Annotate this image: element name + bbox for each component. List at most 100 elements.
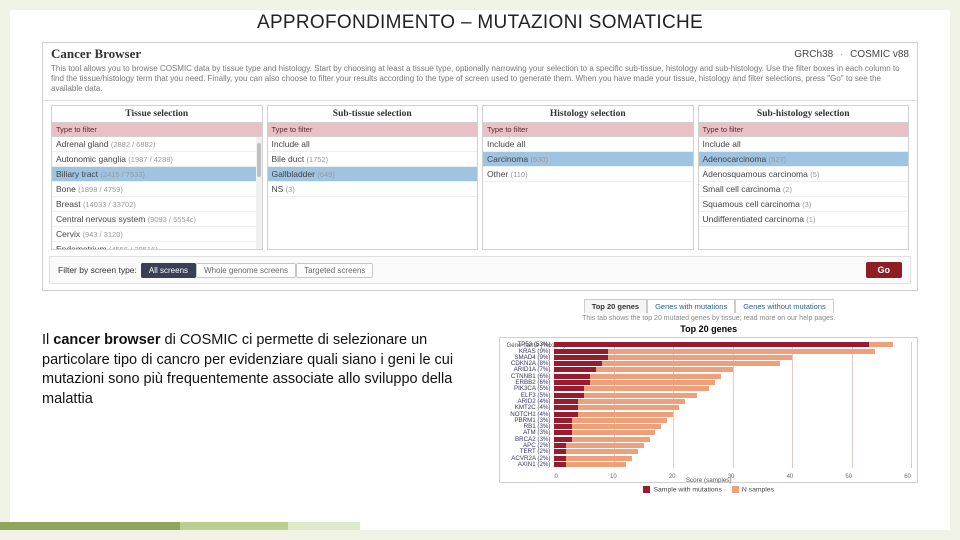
chart-bar-row: AXIN1 (2%): [554, 462, 911, 468]
chart-bar-mut: [554, 349, 607, 354]
chart-bar-row: ATM (3%): [554, 430, 911, 436]
chart-bar-mut: [554, 361, 602, 366]
list-item[interactable]: Cervix (943 / 3120): [52, 227, 262, 242]
list-item[interactable]: Adenosquamous carcinoma (5): [699, 167, 909, 182]
chart-bar-samples: [554, 449, 637, 454]
panel-heading: Sub-tissue selection: [268, 106, 478, 123]
chart-bar-mut: [554, 456, 566, 461]
panel-heading: Tissue selection: [52, 106, 262, 123]
chart-bar-row: TERT (2%): [554, 449, 911, 455]
desc-bold: cancer browser: [53, 332, 160, 348]
chart-bar-mut: [554, 443, 566, 448]
chart-tabs-caption: This tab shows the top 20 mutated genes …: [499, 315, 918, 322]
screen-filter-bar: Filter by screen type: All screensWhole …: [49, 256, 911, 284]
chart-tab[interactable]: Top 20 genes: [584, 299, 647, 313]
chart-bar-row: BRCA2 (3%): [554, 437, 911, 443]
chart-tab[interactable]: Genes without mutations: [735, 299, 834, 313]
slide-description: Il cancer browser di COSMIC ci permette …: [42, 299, 481, 493]
list-item[interactable]: Gallbladder (649): [268, 167, 478, 182]
panel-heading: Sub-histology selection: [699, 106, 909, 123]
screen-filter-option[interactable]: All screens: [141, 263, 196, 278]
browser-intro-text: This tool allows you to browse COSMIC da…: [43, 62, 917, 101]
chart-bar-mut: [554, 342, 869, 347]
chart-bar-label: AXIN1 (2%): [518, 461, 555, 468]
chart-bar-row: ARID1A (7%): [554, 367, 911, 373]
chart-bar-mut: [554, 386, 584, 391]
selection-panels: Tissue selectionType to filterAdrenal gl…: [43, 101, 917, 250]
selection-panel: Sub-histology selectionType to filterInc…: [698, 105, 910, 250]
chart-bar-row: ERBB2 (6%): [554, 380, 911, 386]
browser-meta: GRCh38 · COSMIC v88: [794, 49, 909, 60]
screen-filter-option[interactable]: Whole genome screens: [196, 263, 296, 278]
dot-separator: ·: [836, 49, 847, 60]
chart-x-title: Score (samples): [500, 477, 917, 484]
legend-label-mut: Sample with mutations: [653, 486, 721, 493]
legend-label-samples: N samples: [742, 486, 774, 493]
chart-bar-mut: [554, 405, 578, 410]
chart-bar-row: CTNNB1 (6%): [554, 374, 911, 380]
chart-bar-samples: [554, 443, 643, 448]
list-item[interactable]: Breast (14033 / 33702): [52, 197, 262, 212]
selection-panel: Histology selectionType to filterInclude…: [482, 105, 694, 250]
chart-bar-mut: [554, 424, 572, 429]
chart-bar-mut: [554, 367, 596, 372]
panel-list: Adrenal gland (2882 / 6882)Autonomic gan…: [52, 137, 262, 249]
chart-bar-mut: [554, 437, 572, 442]
cancer-browser-screenshot: Cancer Browser GRCh38 · COSMIC v88 This …: [42, 42, 918, 291]
selection-panel: Tissue selectionType to filterAdrenal gl…: [51, 105, 263, 250]
chart-tab[interactable]: Genes with mutations: [647, 299, 735, 313]
chart-legend: Sample with mutations N samples: [499, 486, 918, 493]
panel-list: Include all Carcinoma (530)Other (110): [483, 137, 693, 182]
list-item[interactable]: Squamous cell carcinoma (3): [699, 197, 909, 212]
list-item[interactable]: Other (110): [483, 167, 693, 182]
browser-title: Cancer Browser: [51, 46, 141, 62]
list-item[interactable]: Adenocarcinoma (527): [699, 152, 909, 167]
build-label: GRCh38: [794, 49, 833, 60]
chart-grid: TP53 (53%)KRAS (9%)SMAD4 (9%)CDKN2A (8%)…: [554, 342, 911, 468]
chart-bar-mut: [554, 374, 590, 379]
list-item[interactable]: NS (3): [268, 182, 478, 197]
list-item[interactable]: Small cell carcinoma (2): [699, 182, 909, 197]
chart-bar-row: ELF3 (5%): [554, 392, 911, 398]
panel-list: Include all Bile duct (1752)Gallbladder …: [268, 137, 478, 197]
list-item[interactable]: Undifferentiated carcinoma (1): [699, 212, 909, 227]
panel-filter-input[interactable]: Type to filter: [483, 123, 693, 137]
list-item[interactable]: Adrenal gland (2882 / 6882): [52, 137, 262, 152]
chart-bar-row: CDKN2A (8%): [554, 361, 911, 367]
legend-swatch-samples: [732, 486, 739, 493]
chart-bar-mut: [554, 430, 572, 435]
chart-bar-row: NOTCH1 (4%): [554, 411, 911, 417]
chart-bar-mut: [554, 380, 590, 385]
list-item[interactable]: Biliary tract (2415 / 7533): [52, 167, 262, 182]
list-item[interactable]: Bile duct (1752): [268, 152, 478, 167]
chart-bar-row: KMT2C (4%): [554, 405, 911, 411]
chart-bar-mut: [554, 412, 578, 417]
chart-bar-row: SMAD4 (9%): [554, 355, 911, 361]
screen-filter-label: Filter by screen type:: [58, 265, 137, 275]
chart-bar-mut: [554, 449, 566, 454]
list-item[interactable]: Bone (1898 / 4759): [52, 182, 262, 197]
list-item[interactable]: Include all: [699, 137, 909, 152]
list-item[interactable]: Autonomic ganglia (1987 / 4288): [52, 152, 262, 167]
selection-panel: Sub-tissue selectionType to filterInclud…: [267, 105, 479, 250]
list-item[interactable]: Endometrium (4556 / 20516): [52, 242, 262, 249]
scrollbar[interactable]: [256, 137, 262, 249]
chart-bar-row: ACVR2A (2%): [554, 455, 911, 461]
chart-bar-mut: [554, 399, 578, 404]
panel-filter-input[interactable]: Type to filter: [52, 123, 262, 137]
chart-bar-row: TP53 (53%): [554, 342, 911, 348]
legend-swatch-mut: [643, 486, 650, 493]
list-item[interactable]: Carcinoma (530): [483, 152, 693, 167]
list-item[interactable]: Include all: [268, 137, 478, 152]
chart-title: Top 20 genes: [499, 324, 918, 334]
chart-bar-row: RB1 (3%): [554, 424, 911, 430]
list-item[interactable]: Include all: [483, 137, 693, 152]
panel-list: Include all Adenocarcinoma (527)Adenosqu…: [699, 137, 909, 227]
list-item[interactable]: Central nervous system (9093 / 5554c): [52, 212, 262, 227]
screen-filter-option[interactable]: Targeted screens: [296, 263, 373, 278]
chart-bar-mut: [554, 462, 566, 467]
panel-filter-input[interactable]: Type to filter: [268, 123, 478, 137]
panel-filter-input[interactable]: Type to filter: [699, 123, 909, 137]
go-button[interactable]: Go: [866, 262, 903, 278]
top-genes-chart: Gene name (%count) TP53 (53%)KRAS (9%)SM…: [499, 337, 918, 483]
